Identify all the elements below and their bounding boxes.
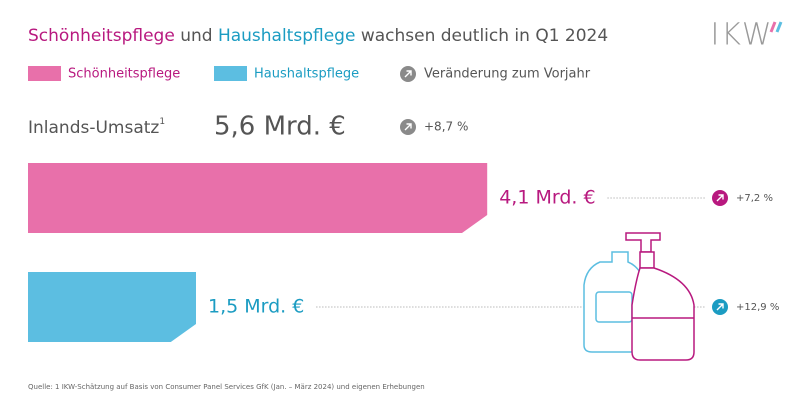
change-icon [712,299,728,315]
change-label: +7,2 % [736,193,773,204]
icon-arrow [716,194,724,202]
total-title: Inlands-Umsatz1 [28,117,165,139]
legend-swatch [28,66,61,81]
total-title-text: Inlands-Umsatz [28,118,159,138]
value-label: 4,1 Mrd. € [499,187,595,209]
icon-arrow [716,303,724,311]
source-note: Quelle: 1 IKW-Schätzung auf Basis von Co… [28,383,425,391]
legend-label: Schönheitspflege [68,67,180,82]
title-part: wachsen deutlich in Q1 2024 [361,26,608,46]
bar [28,163,488,233]
footnote-mark: 1 [159,117,165,127]
total-value: 5,6 Mrd. € [214,112,346,142]
title-part: Schönheitspflege [28,26,175,46]
icon-arrow [404,123,412,131]
chart-title: Schönheitspflege und Haushaltspflege wac… [28,26,608,46]
change-icon [400,66,416,82]
value-label: 1,5 Mrd. € [208,296,304,318]
logo-accent [769,21,783,33]
logo: IKW [710,18,773,53]
title-part: Haushaltspflege [218,26,355,46]
change-label: +12,9 % [736,302,779,313]
bar [28,272,196,342]
title-part: und [180,26,212,46]
legend-swatch [214,66,247,81]
total-change: +8,7 % [424,120,468,134]
change-icon [400,119,416,135]
legend-label: Veränderung zum Vorjahr [424,67,591,82]
legend-label: Haushaltspflege [254,67,359,82]
bottles [583,232,695,361]
icon-arrow [404,70,412,78]
change-icon [712,190,728,206]
